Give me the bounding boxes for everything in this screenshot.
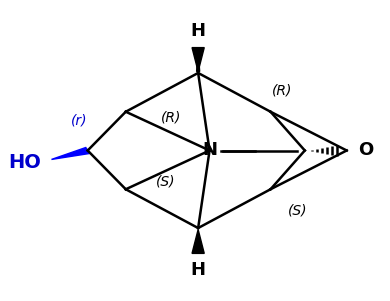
Text: (r): (r) — [71, 114, 87, 128]
Text: O: O — [358, 141, 373, 160]
Text: H: H — [191, 22, 206, 40]
Text: N: N — [202, 141, 217, 160]
Polygon shape — [197, 51, 200, 71]
Text: (S): (S) — [287, 203, 307, 217]
Polygon shape — [51, 147, 90, 160]
Text: (S): (S) — [156, 175, 176, 189]
Text: (R): (R) — [272, 84, 292, 98]
Text: (R): (R) — [161, 111, 182, 125]
Polygon shape — [192, 48, 204, 71]
Text: HO: HO — [8, 153, 41, 172]
Text: H: H — [191, 261, 206, 279]
Polygon shape — [192, 230, 204, 253]
